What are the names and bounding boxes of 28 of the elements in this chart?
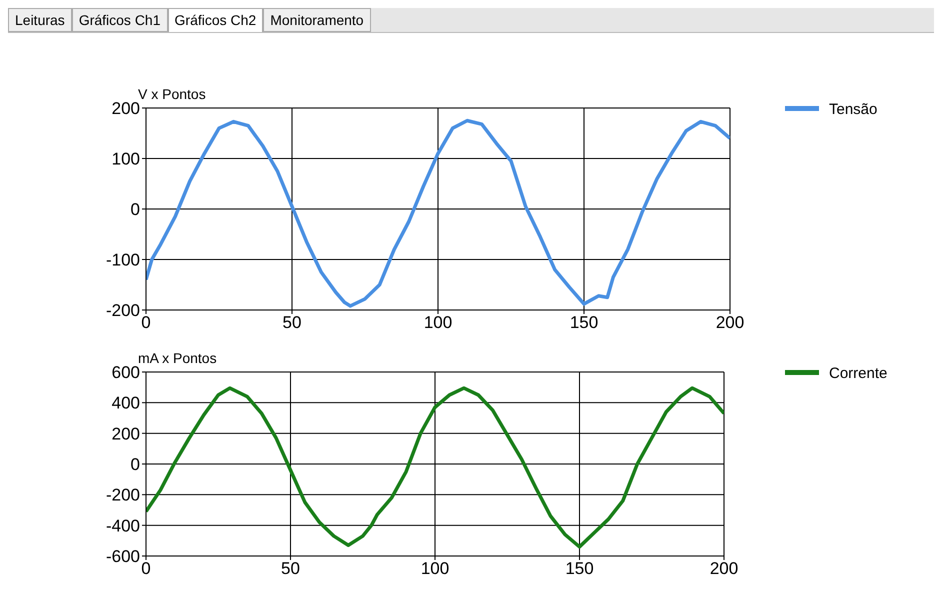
y-tick-label: 0 bbox=[130, 455, 140, 474]
legend-label: Tensão bbox=[829, 100, 878, 118]
text: Monitoramento bbox=[263, 8, 371, 32]
x-tick-label: 150 bbox=[570, 313, 598, 332]
x-tick-label: 100 bbox=[424, 313, 452, 332]
y-tick-label: 0 bbox=[130, 200, 140, 220]
y-axis-title: V x Pontos bbox=[138, 86, 206, 102]
y-tick-label: 400 bbox=[112, 394, 140, 413]
y-tick-label: -600 bbox=[106, 547, 140, 566]
x-tick-label: 150 bbox=[565, 559, 594, 578]
y-axis-title: mA x Pontos bbox=[138, 350, 217, 366]
x-tick-label: 100 bbox=[420, 559, 450, 578]
x-tick-label: 200 bbox=[716, 313, 744, 332]
y-tick-label: -400 bbox=[106, 516, 140, 536]
y-tick-label: 200 bbox=[112, 424, 140, 444]
text: Gráficos Ch2 bbox=[168, 8, 264, 32]
text: Gráficos Ch1 bbox=[72, 8, 168, 32]
y-tick-label: 200 bbox=[112, 99, 140, 118]
legend-label: Corrente bbox=[829, 364, 888, 382]
y-tick-label: 600 bbox=[112, 363, 140, 382]
y-tick-label: -200 bbox=[106, 301, 140, 320]
y-tick-label: -100 bbox=[106, 250, 140, 270]
y-tick-label: 100 bbox=[112, 150, 140, 169]
x-tick-label: 200 bbox=[710, 559, 738, 578]
text: Leituras bbox=[8, 8, 72, 32]
y-tick-label: -200 bbox=[106, 486, 140, 505]
x-tick-label: 50 bbox=[282, 313, 302, 332]
x-tick-label: 50 bbox=[281, 559, 300, 578]
